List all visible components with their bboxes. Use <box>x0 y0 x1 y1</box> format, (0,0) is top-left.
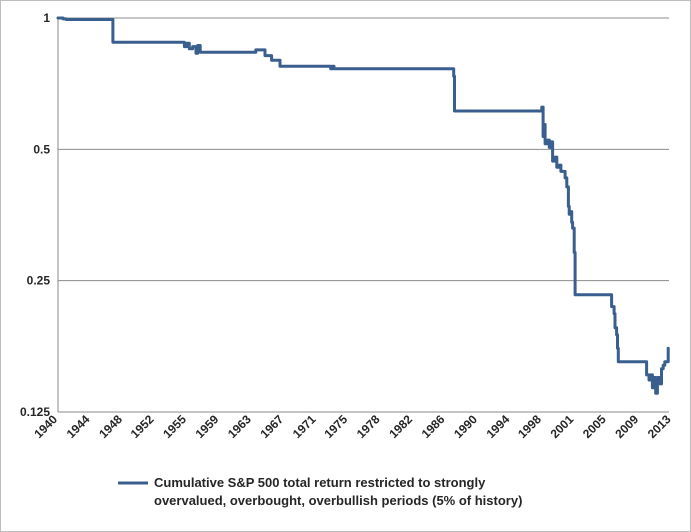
x-tick-label: 1998 <box>515 412 544 441</box>
x-tick-labels: 1940 1944 1948 1952 1955 1959 1963 1967 1971 1975… <box>31 412 674 441</box>
x-tick-label: 1963 <box>225 412 254 441</box>
x-tick-label: 1959 <box>193 412 222 441</box>
x-tick-label: 1990 <box>451 412 480 441</box>
x-tick-label: 2001 <box>548 412 577 441</box>
axes <box>57 18 669 413</box>
x-tick-label: 1978 <box>354 412 383 441</box>
y-tick-label: 0.25 <box>27 274 51 288</box>
series-line <box>56 16 670 395</box>
x-tick-label: 1994 <box>484 412 513 441</box>
x-tick-label: 1952 <box>128 412 157 441</box>
x-tick-label: 1975 <box>321 412 350 441</box>
x-tick-label: 1967 <box>257 412 286 441</box>
y-tick-label: 0.5 <box>33 142 50 156</box>
legend-label-line-2: overvalued, overbought, overbullish peri… <box>154 493 522 508</box>
y-tick-labels: 1 0.5 0.25 0.125 <box>20 11 50 419</box>
x-tick-label: 2005 <box>580 412 609 441</box>
x-tick-label: 1986 <box>419 412 448 441</box>
x-tick-label: 1944 <box>64 412 93 441</box>
y-tick-label: 0.125 <box>20 405 50 419</box>
x-tick-label: 1982 <box>386 412 415 441</box>
x-tick-label: 1955 <box>160 412 189 441</box>
y-tick-label: 1 <box>43 11 50 25</box>
legend: Cumulative S&P 500 total return restrict… <box>118 475 522 508</box>
x-tick-label: 2013 <box>645 412 674 441</box>
x-tick-label: 1948 <box>96 412 125 441</box>
series-lines <box>56 16 670 395</box>
x-tick-label: 2009 <box>612 412 641 441</box>
gridlines <box>58 17 669 282</box>
legend-label-line-1: Cumulative S&P 500 total return restrict… <box>154 475 486 490</box>
x-tick-label: 1971 <box>290 412 319 441</box>
